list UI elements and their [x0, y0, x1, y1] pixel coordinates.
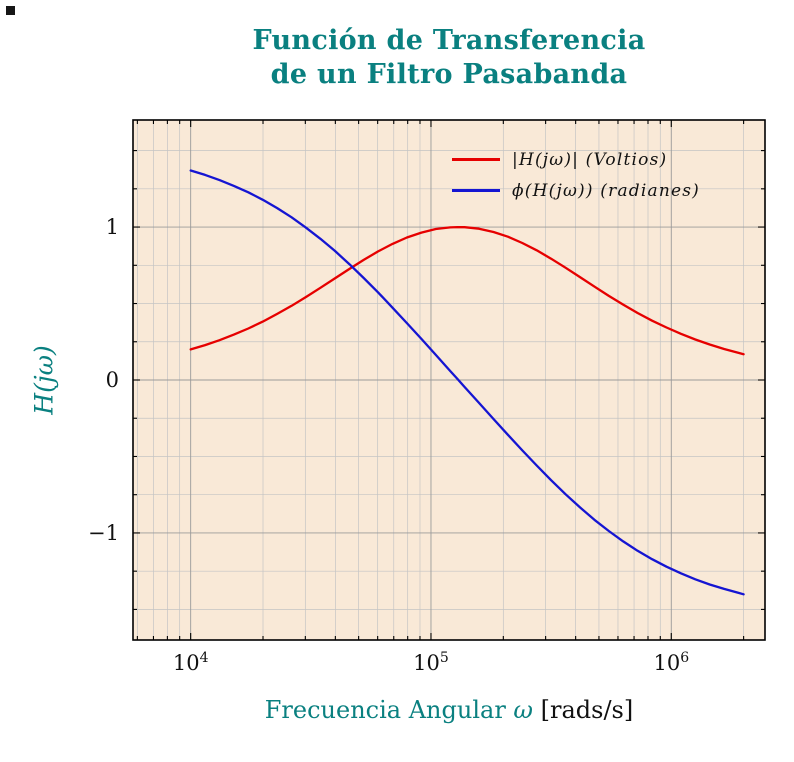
legend-item-magnitude: |H(jω)| (Voltios) [452, 144, 700, 175]
legend-line-phase [452, 189, 500, 192]
magnitude-curve [189, 225, 745, 356]
x-tick-label-10e4: 104 [172, 650, 209, 675]
x-axis-label-text: Frecuencia Angular [264, 696, 514, 724]
chart-title: Función de Transferencia de un Filtro Pa… [133, 24, 765, 92]
x-axis-label-unit: [rads/s] [533, 696, 634, 724]
legend-label-magnitude: |H(jω)| (Voltios) [512, 149, 668, 170]
legend: |H(jω)| (Voltios) ϕ(H(jω)) (radianes) [452, 144, 700, 206]
phase-curve [189, 169, 745, 596]
axes-frame [132, 119, 766, 641]
x-tick-label-10e6: 106 [653, 650, 690, 675]
y-tick-label-0: 0 [105, 368, 119, 392]
y-tick-label-1: 1 [105, 215, 119, 240]
corner-mark [6, 6, 15, 15]
x-axis-label: Frecuencia Angular ω [rads/s] [133, 696, 765, 724]
chart-title-line2: de un Filtro Pasabanda [270, 59, 628, 90]
y-axis-label: H(jω) [29, 345, 59, 415]
x-tick-label-10e5: 105 [413, 650, 449, 675]
legend-item-phase: ϕ(H(jω)) (radianes) [452, 175, 700, 206]
legend-line-magnitude [452, 158, 500, 161]
y-tick-label-−1: −1 [88, 520, 119, 545]
grid-major [133, 120, 765, 640]
chart-title-line1: Función de Transferencia [252, 25, 646, 56]
legend-label-phase: ϕ(H(jω)) (radianes) [512, 180, 700, 201]
x-axis-label-omega: ω [513, 696, 533, 724]
